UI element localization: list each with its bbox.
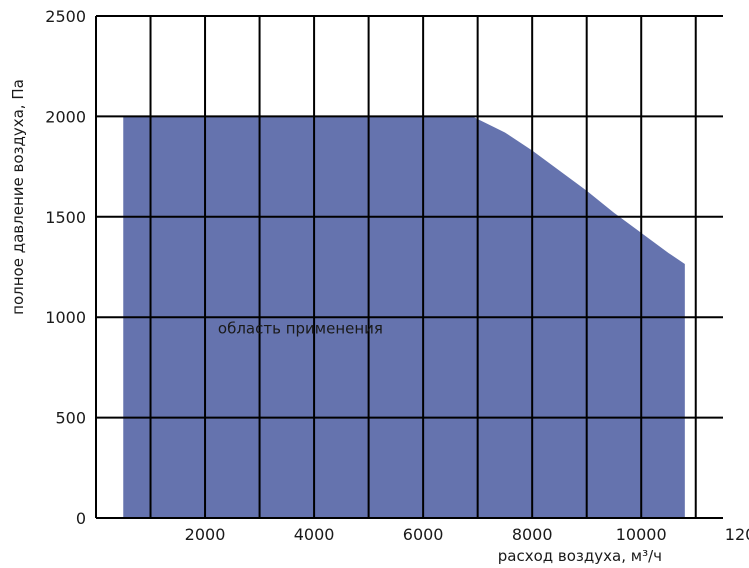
x-axis-label: расход воздуха, м³/ч — [498, 547, 662, 565]
x-tick-label: 10000 — [616, 525, 667, 544]
x-tick-label: 2000 — [185, 525, 226, 544]
y-axis-label: полное давление воздуха, Па — [9, 79, 27, 315]
x-tick-label: 12000 — [725, 525, 749, 544]
x-tick-label: 6000 — [403, 525, 444, 544]
x-tick-label: 4000 — [294, 525, 335, 544]
x-tick-label: 8000 — [512, 525, 553, 544]
y-tick-label: 1500 — [45, 208, 86, 227]
grid-layer — [95, 15, 723, 519]
y-tick-label: 2000 — [45, 107, 86, 126]
y-tick-label: 0 — [76, 509, 86, 528]
region-label: область применения — [218, 319, 383, 337]
tick-labels: 0 500 1000 1500 2000 2500 2000 4000 6000 8000 1000… — [45, 7, 749, 544]
y-tick-label: 500 — [55, 409, 86, 428]
y-tick-label: 2500 — [45, 7, 86, 26]
y-tick-label: 1000 — [45, 308, 86, 327]
